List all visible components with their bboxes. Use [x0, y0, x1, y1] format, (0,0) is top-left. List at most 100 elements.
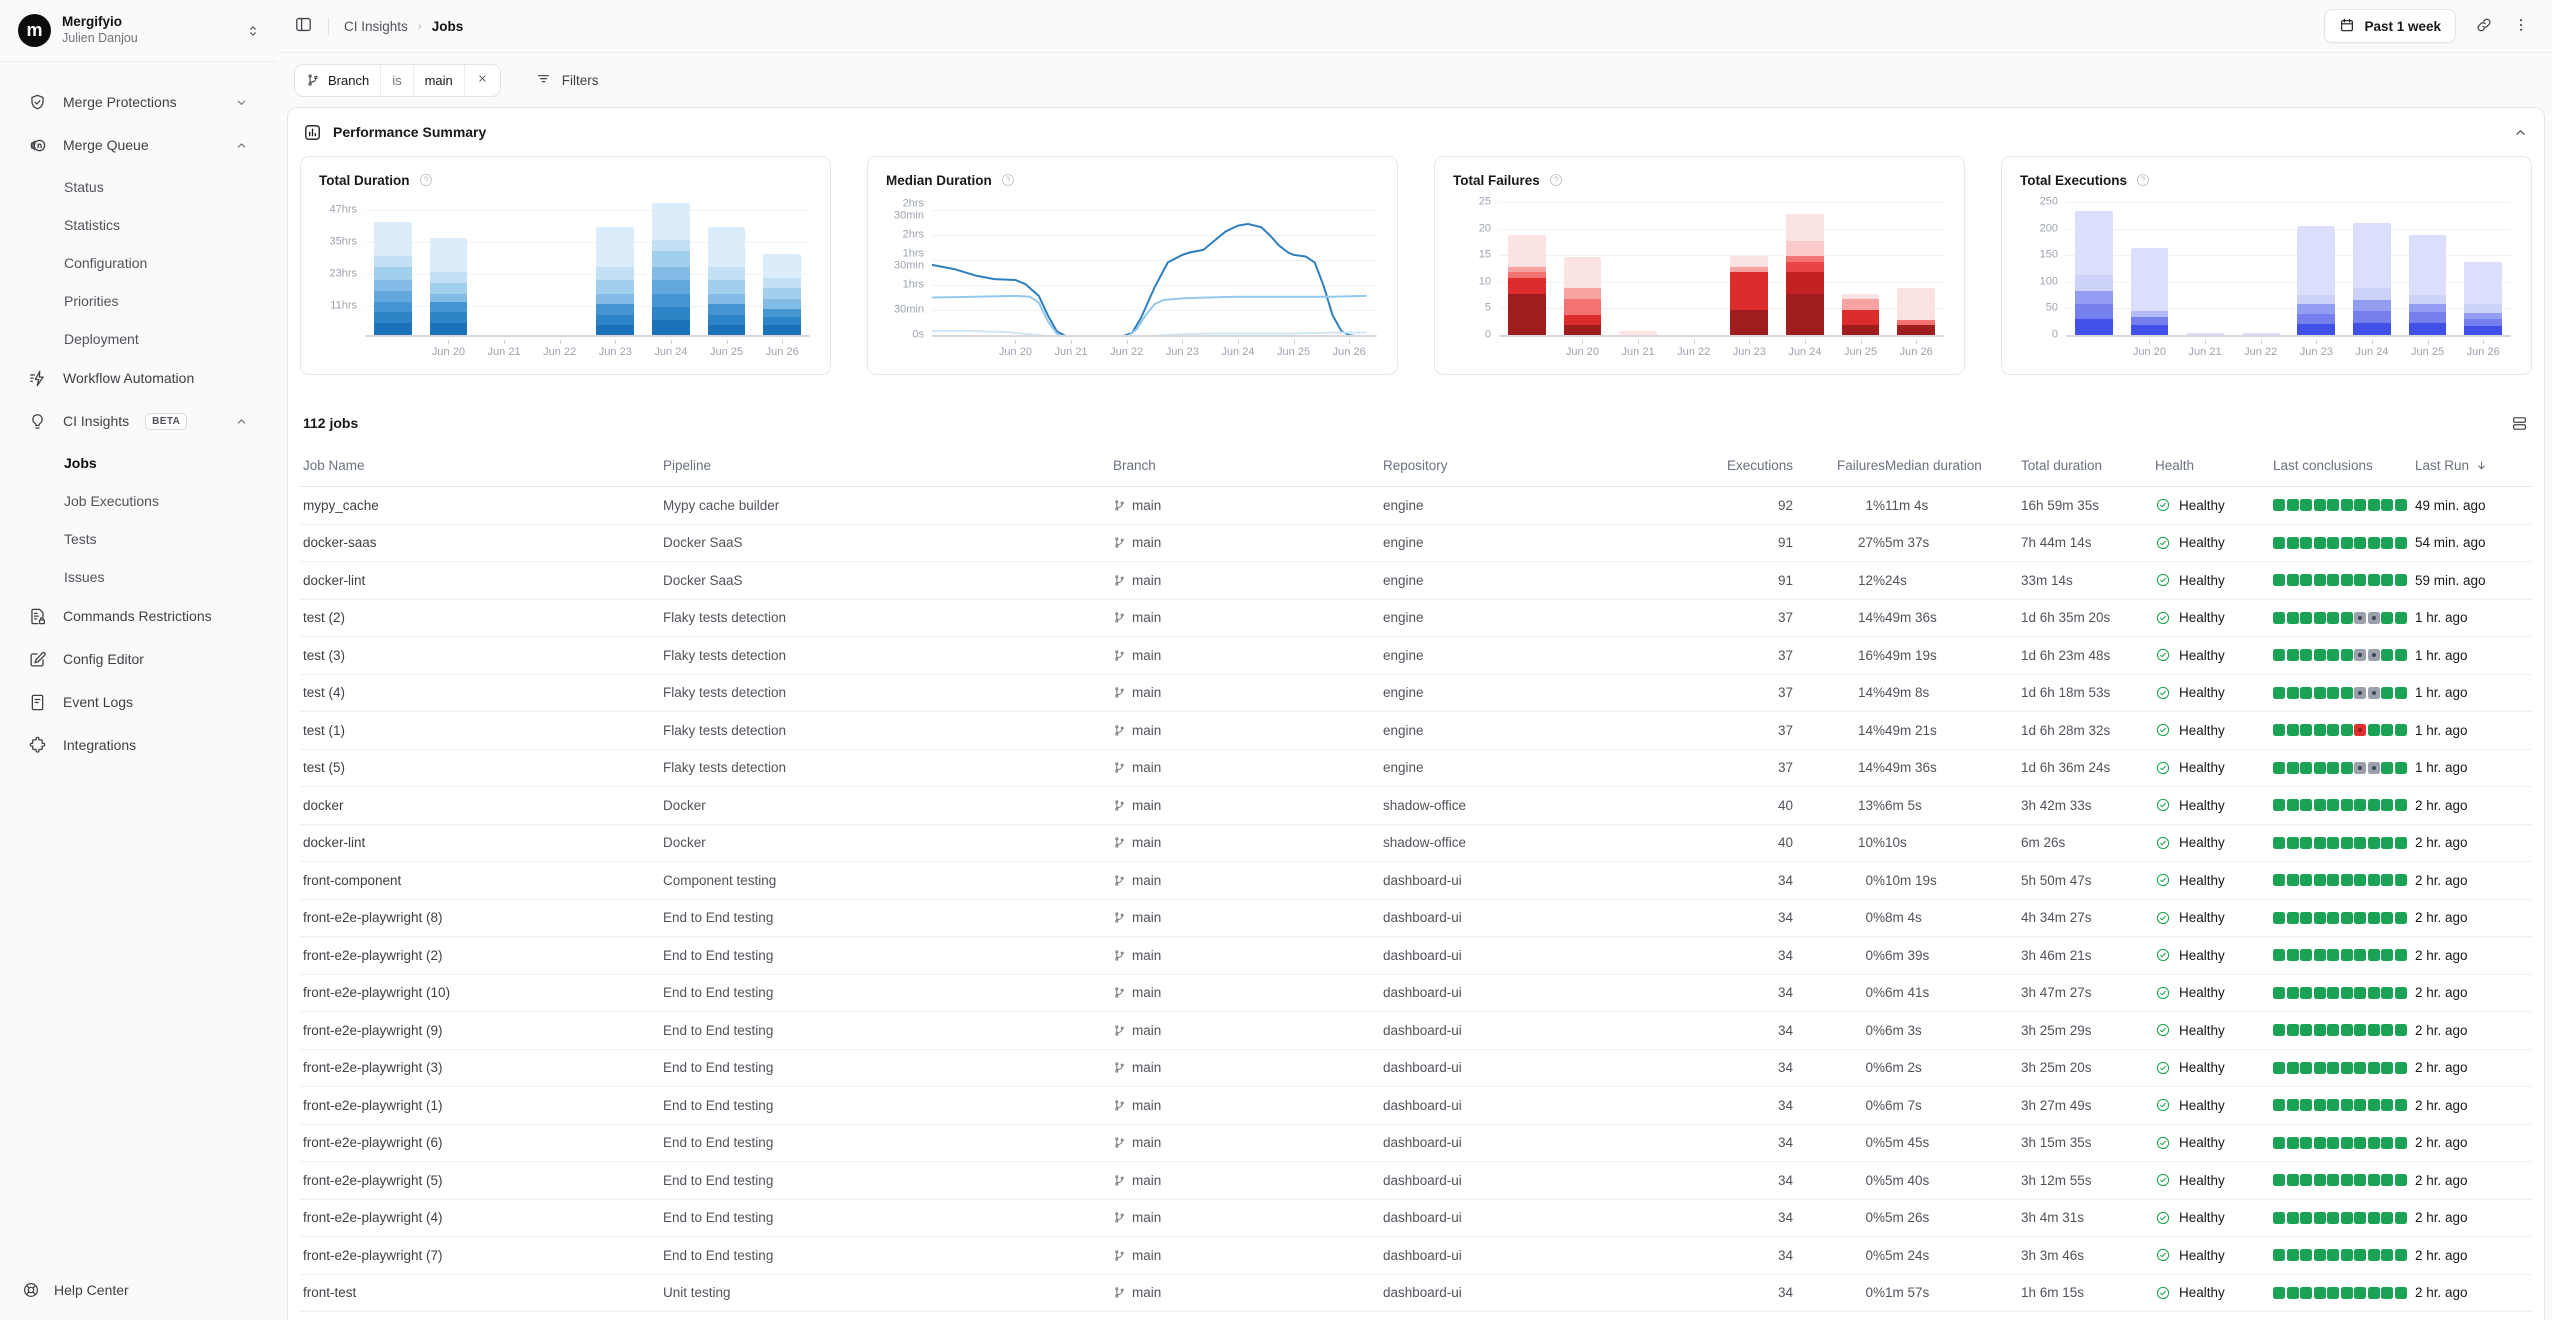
conclusion-success[interactable]	[2394, 1061, 2407, 1074]
conclusion-success[interactable]	[2354, 1061, 2366, 1074]
conclusion-success[interactable]	[2394, 874, 2407, 887]
conclusion-success[interactable]	[2394, 1099, 2407, 1112]
sidebar-toggle-button[interactable]	[294, 15, 313, 37]
conclusion-success[interactable]	[2381, 499, 2393, 512]
conclusion-success[interactable]	[2313, 1286, 2326, 1299]
conclusion-success[interactable]	[2300, 836, 2312, 849]
conclusion-neutral[interactable]	[2354, 649, 2366, 662]
bar-slot[interactable]	[2122, 198, 2178, 336]
conclusion-success[interactable]	[2340, 836, 2353, 849]
org-switcher[interactable]: m Mergifyio Julien Danjou	[0, 0, 277, 62]
conclusion-success[interactable]	[2340, 874, 2353, 887]
bar-slot[interactable]	[588, 198, 644, 336]
conclusion-success[interactable]	[2313, 1024, 2326, 1037]
conclusion-success[interactable]	[2300, 1211, 2312, 1224]
conclusion-success[interactable]	[2273, 1099, 2285, 1112]
conclusion-success[interactable]	[2327, 911, 2339, 924]
conclusion-success[interactable]	[2286, 686, 2299, 699]
table-row[interactable]: front-e2e-playwright (6) End to End testi…	[300, 1125, 2532, 1162]
conclusion-success[interactable]	[2286, 536, 2299, 549]
chevrons-up-down-icon[interactable]	[245, 23, 261, 39]
conclusion-success[interactable]	[2300, 761, 2312, 774]
sidebar-item-configuration[interactable]: Configuration	[64, 255, 148, 271]
help-circle-icon[interactable]	[418, 172, 434, 188]
conclusion-success[interactable]	[2313, 1211, 2326, 1224]
conclusion-success[interactable]	[2300, 686, 2312, 699]
conclusion-success[interactable]	[2354, 1024, 2366, 1037]
conclusion-success[interactable]	[2286, 986, 2299, 999]
conclusion-success[interactable]	[2340, 911, 2353, 924]
conclusion-success[interactable]	[2354, 949, 2366, 962]
conclusion-success[interactable]	[2340, 649, 2353, 662]
conclusion-success[interactable]	[2367, 1136, 2380, 1149]
conclusion-success[interactable]	[2367, 1249, 2380, 1262]
bar-slot[interactable]	[2289, 198, 2345, 336]
help-circle-icon[interactable]	[1548, 172, 1564, 188]
conclusion-success[interactable]	[2313, 836, 2326, 849]
help-center-link[interactable]: Help Center	[0, 1260, 277, 1320]
conclusion-success[interactable]	[2367, 536, 2380, 549]
conclusion-neutral[interactable]	[2367, 686, 2380, 699]
conclusion-success[interactable]	[2327, 986, 2339, 999]
table-row[interactable]: front-component Component testing main dash…	[300, 862, 2532, 900]
conclusion-success[interactable]	[2394, 724, 2407, 737]
table-row[interactable]: front-e2e-playwright (4) End to End testi…	[300, 1200, 2532, 1237]
bar-slot[interactable]	[2233, 198, 2289, 336]
conclusion-success[interactable]	[2340, 1174, 2353, 1187]
conclusion-success[interactable]	[2381, 1249, 2393, 1262]
table-row[interactable]: front-e2e-playwright (2) End to End testi…	[300, 937, 2532, 975]
sidebar-item-merge-protections[interactable]: Merge Protections	[12, 82, 265, 122]
conclusion-success[interactable]	[2300, 986, 2312, 999]
conclusion-success[interactable]	[2354, 574, 2366, 587]
table-row[interactable]: test (1) Flaky tests detection main engine 3…	[300, 712, 2532, 750]
conclusion-success[interactable]	[2327, 536, 2339, 549]
conclusion-success[interactable]	[2327, 1211, 2339, 1224]
conclusion-success[interactable]	[2313, 611, 2326, 624]
table-row[interactable]: front-e2e-playwright (1) End to End testi…	[300, 1087, 2532, 1125]
bar-slot[interactable]	[643, 198, 699, 336]
bar-slot[interactable]	[1888, 198, 1944, 336]
conclusion-neutral[interactable]	[2354, 761, 2366, 774]
conclusion-success[interactable]	[2327, 949, 2339, 962]
conclusion-success[interactable]	[2394, 1024, 2407, 1037]
conclusion-success[interactable]	[2300, 649, 2312, 662]
conclusion-success[interactable]	[2273, 1136, 2285, 1149]
date-range-button[interactable]: Past 1 week	[2324, 9, 2456, 43]
conclusion-success[interactable]	[2313, 536, 2326, 549]
conclusion-success[interactable]	[2340, 1099, 2353, 1112]
remove-filter-button[interactable]	[465, 65, 500, 96]
conclusion-success[interactable]	[2273, 649, 2285, 662]
conclusion-success[interactable]	[2354, 986, 2366, 999]
conclusion-success[interactable]	[2313, 911, 2326, 924]
more-options-button[interactable]	[2512, 16, 2530, 37]
column-header-executions[interactable]: Executions	[1726, 458, 1793, 473]
sidebar-item-event-logs[interactable]: Event Logs	[12, 682, 265, 722]
table-row[interactable]: test (4) Flaky tests detection main engine 3…	[300, 675, 2532, 712]
breadcrumb-section[interactable]: CI Insights	[344, 18, 408, 34]
conclusion-success[interactable]	[2327, 1099, 2339, 1112]
conclusion-success[interactable]	[2340, 1211, 2353, 1224]
bar-slot[interactable]	[754, 198, 810, 336]
conclusion-success[interactable]	[2286, 1249, 2299, 1262]
conclusion-success[interactable]	[2286, 911, 2299, 924]
sidebar-item-job-executions[interactable]: Job Executions	[64, 493, 159, 509]
conclusion-success[interactable]	[2367, 986, 2380, 999]
conclusion-success[interactable]	[2273, 574, 2285, 587]
conclusion-success[interactable]	[2340, 799, 2353, 812]
filters-button[interactable]: Filters	[529, 69, 605, 91]
bar-slot[interactable]	[2455, 198, 2511, 336]
conclusion-success[interactable]	[2394, 611, 2407, 624]
sidebar-item-ci-insights[interactable]: CI Insights BETA	[12, 401, 265, 441]
sidebar-item-statistics[interactable]: Statistics	[64, 217, 121, 233]
conclusion-success[interactable]	[2327, 1061, 2339, 1074]
conclusion-success[interactable]	[2340, 761, 2353, 774]
conclusion-success[interactable]	[2286, 1099, 2299, 1112]
conclusion-success[interactable]	[2354, 836, 2366, 849]
conclusion-success[interactable]	[2313, 724, 2326, 737]
column-header-total-duration[interactable]: Total duration	[2021, 458, 2103, 473]
conclusion-success[interactable]	[2394, 949, 2407, 962]
line-chart-canvas[interactable]	[932, 198, 1377, 336]
conclusion-success[interactable]	[2300, 799, 2312, 812]
conclusion-success[interactable]	[2286, 1024, 2299, 1037]
column-header-branch[interactable]: Branch	[1113, 458, 1156, 473]
